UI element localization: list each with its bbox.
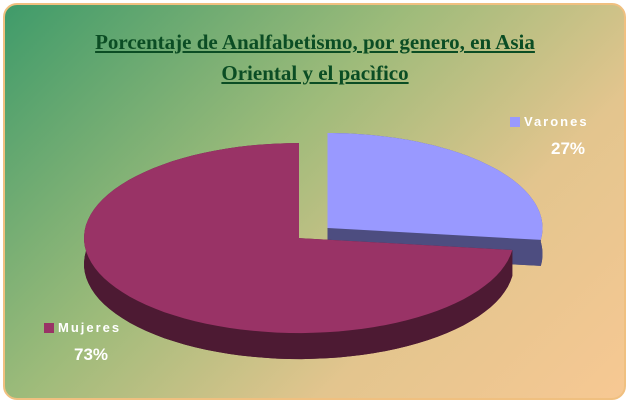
slice-top <box>84 143 513 334</box>
chart-frame: Porcentaje de Analfabetismo, por genero,… <box>3 3 626 400</box>
legend-swatch <box>44 323 54 333</box>
chart-title: Porcentaje de Analfabetismo, por genero,… <box>95 30 535 85</box>
slice-label: Varones <box>524 114 589 129</box>
slice-top <box>327 133 543 240</box>
value-label: 73% <box>74 345 108 364</box>
legend-swatch <box>510 117 520 127</box>
value-label: 27% <box>551 139 585 158</box>
pie-slice <box>84 143 513 360</box>
chart: Varones 27% Mujeres 73% <box>44 114 589 364</box>
slice-label: Mujeres <box>58 320 121 335</box>
